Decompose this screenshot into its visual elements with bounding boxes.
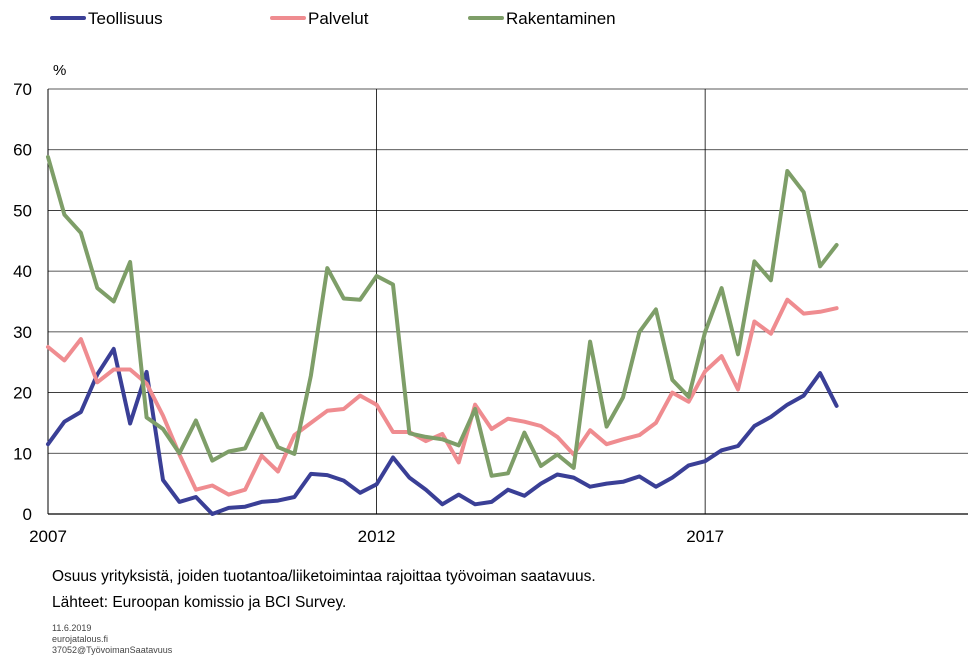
y-tick-label: 60 [13, 141, 32, 160]
meta-site: eurojatalous.fi [52, 634, 109, 644]
y-tick-label: 30 [13, 323, 32, 342]
y-tick-label: 70 [13, 80, 32, 99]
gridlines [47, 88, 968, 515]
legend-label: Palvelut [308, 9, 369, 28]
series-line-teollisuus [46, 346, 839, 516]
y-tick-label: 50 [13, 201, 32, 220]
legend-label: Rakentaminen [506, 9, 616, 28]
y-tick-label: 20 [13, 384, 32, 403]
x-tick-label: 2012 [358, 527, 396, 546]
y-axis-label: % [53, 62, 66, 79]
legend-label: Teollisuus [88, 9, 163, 28]
y-tick-label: 10 [13, 444, 32, 463]
y-tick-label: 0 [23, 505, 32, 524]
caption-description: Osuus yrityksistä, joiden tuotantoa/liik… [52, 568, 596, 585]
meta-id: 37052@TyövoimanSaatavuus [52, 645, 173, 655]
x-tick-label: 2007 [29, 527, 67, 546]
x-tick-label: 2017 [686, 527, 724, 546]
series-lines [46, 155, 839, 516]
meta-date: 11.6.2019 [52, 623, 92, 633]
y-axis-ticks: 0 10 20 30 40 50 60 70 [13, 80, 32, 524]
series-line-palvelut [46, 297, 839, 497]
caption-sources: Lähteet: Euroopan komissio ja BCI Survey… [52, 594, 347, 611]
line-chart: Teollisuus Palvelut Rakentaminen % 0 10 20 30… [13, 9, 968, 546]
legend: Teollisuus Palvelut Rakentaminen [50, 9, 616, 28]
series-line-rakentaminen [46, 155, 839, 478]
x-axis-ticks: 2007 2012 2017 [29, 527, 724, 546]
y-tick-label: 40 [13, 262, 32, 281]
